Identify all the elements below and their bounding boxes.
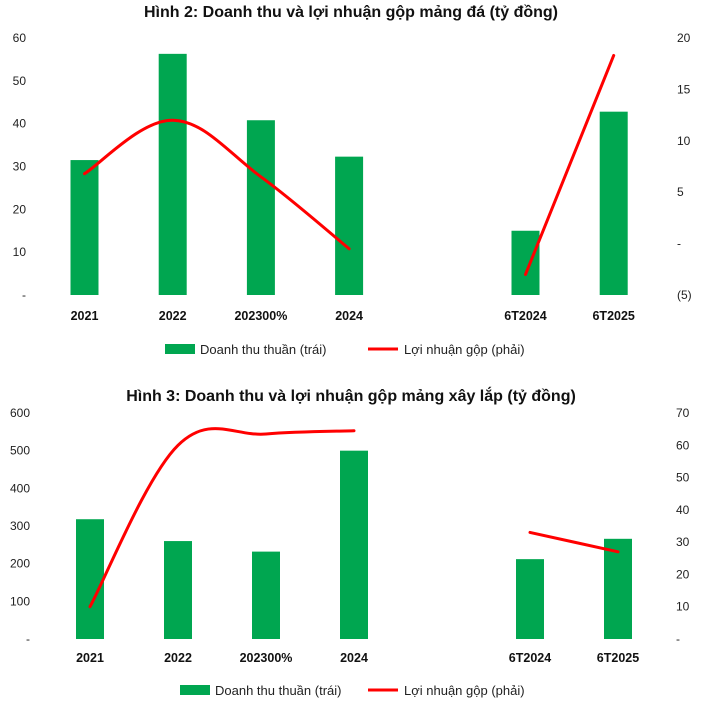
right-tick-label: 40 bbox=[676, 503, 690, 517]
right-tick-label: 70 bbox=[676, 406, 690, 420]
bar-202300% bbox=[252, 551, 280, 639]
chart-2: Hình 2: Doanh thu và lợi nhuận gộp mảng … bbox=[13, 4, 692, 357]
bar-202300% bbox=[246, 120, 275, 296]
bar-2021 bbox=[76, 519, 104, 639]
legend-line-label: Lợi nhuận gộp (phải) bbox=[404, 683, 525, 698]
left-tick-label: 40 bbox=[13, 117, 27, 131]
category-label: 6T2024 bbox=[504, 309, 546, 323]
right-tick-label: 15 bbox=[677, 82, 691, 96]
chart-3: Hình 3: Doanh thu và lợi nhuận gộp mảng … bbox=[10, 386, 690, 698]
bar-6T2024 bbox=[516, 559, 544, 639]
bar-2021 bbox=[70, 160, 99, 295]
bar-6T2025 bbox=[599, 111, 628, 295]
left-tick-label: 60 bbox=[13, 31, 27, 45]
left-tick-label: - bbox=[22, 288, 26, 302]
left-tick-label: 10 bbox=[13, 245, 27, 259]
right-tick-label: 60 bbox=[676, 438, 690, 452]
line-series-segment bbox=[88, 427, 356, 609]
legend-bar-label: Doanh thu thuần (trái) bbox=[200, 342, 326, 357]
category-label: 2021 bbox=[71, 309, 99, 323]
category-label: 202300% bbox=[234, 309, 287, 323]
category-label: 2022 bbox=[164, 651, 192, 665]
right-tick-label: 5 bbox=[677, 185, 684, 199]
left-tick-label: 200 bbox=[10, 557, 30, 571]
bar-2024 bbox=[335, 156, 364, 295]
right-tick-label: 20 bbox=[677, 31, 691, 45]
chart-title: Hình 2: Doanh thu và lợi nhuận gộp mảng … bbox=[144, 4, 558, 21]
category-label: 2024 bbox=[335, 309, 363, 323]
legend-bar-label: Doanh thu thuần (trái) bbox=[215, 683, 341, 698]
left-tick-label: 300 bbox=[10, 519, 30, 533]
legend-bar-swatch bbox=[180, 685, 210, 695]
line-series-segment bbox=[528, 530, 620, 554]
bar-2022 bbox=[158, 53, 187, 296]
legend: Doanh thu thuần (trái) Lợi nhuận gộp (phả… bbox=[180, 683, 525, 698]
right-tick-label: (5) bbox=[677, 288, 692, 302]
left-tick-label: 20 bbox=[13, 202, 27, 216]
category-label: 6T2025 bbox=[592, 309, 634, 323]
category-label: 2021 bbox=[76, 651, 104, 665]
line-series-segment bbox=[524, 53, 616, 276]
line-series-segment bbox=[83, 118, 351, 251]
right-tick-label: - bbox=[677, 237, 681, 251]
chart-title: Hình 3: Doanh thu và lợi nhuận gộp mảng … bbox=[126, 386, 576, 405]
left-tick-label: - bbox=[26, 632, 30, 646]
category-label: 202300% bbox=[240, 651, 293, 665]
right-tick-label: 10 bbox=[677, 134, 691, 148]
left-tick-label: 500 bbox=[10, 444, 30, 458]
right-tick-label: - bbox=[676, 632, 680, 646]
right-tick-label: 30 bbox=[676, 535, 690, 549]
bar-6T2025 bbox=[604, 538, 632, 639]
bar-2024 bbox=[340, 450, 368, 639]
category-label: 2022 bbox=[159, 309, 187, 323]
legend-bar-swatch bbox=[165, 344, 195, 354]
left-tick-label: 600 bbox=[10, 406, 30, 420]
category-label: 6T2025 bbox=[597, 651, 639, 665]
left-tick-label: 30 bbox=[13, 160, 27, 174]
category-label: 2024 bbox=[340, 651, 368, 665]
left-tick-label: 50 bbox=[13, 74, 27, 88]
right-tick-label: 10 bbox=[676, 600, 690, 614]
right-tick-label: 20 bbox=[676, 567, 690, 581]
right-tick-label: 50 bbox=[676, 471, 690, 485]
category-label: 6T2024 bbox=[509, 651, 551, 665]
legend: Doanh thu thuần (trái) Lợi nhuận gộp (phả… bbox=[165, 342, 525, 357]
bar-2022 bbox=[164, 541, 192, 639]
legend-line-label: Lợi nhuận gộp (phải) bbox=[404, 342, 525, 357]
left-tick-label: 400 bbox=[10, 481, 30, 495]
bar-6T2024 bbox=[511, 230, 540, 295]
left-tick-label: 100 bbox=[10, 594, 30, 608]
